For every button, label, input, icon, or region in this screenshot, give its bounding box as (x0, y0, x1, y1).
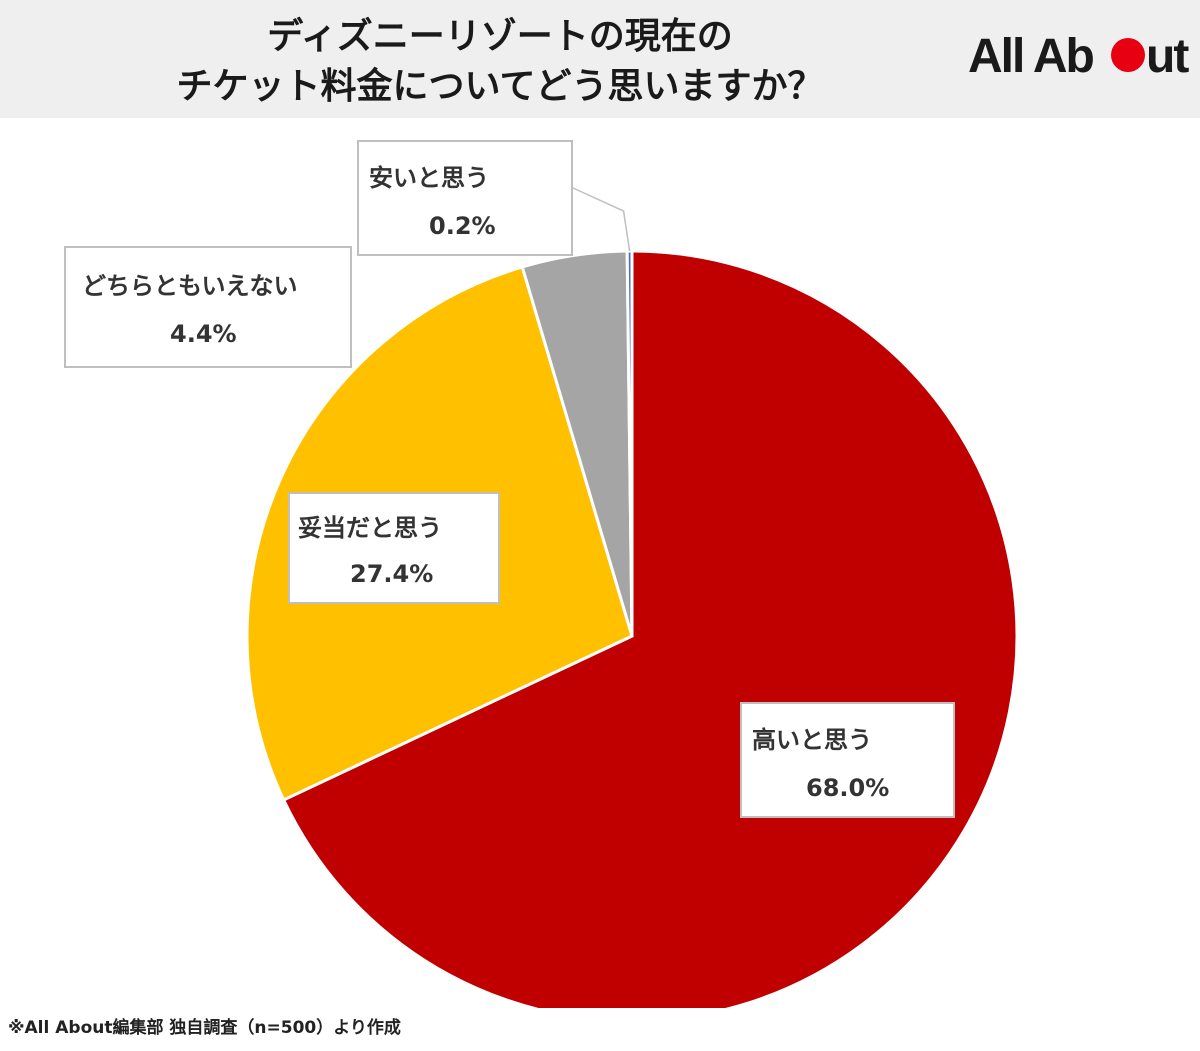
slice-label-cheap: 安いと思う (369, 164, 489, 192)
logo-text-left: All Ab (968, 30, 1094, 83)
all-about-logo: All Ab ut (968, 30, 1191, 83)
slice-label-box-high: 高いと思う 68.0% (740, 702, 955, 818)
pie-slice-high (281, 249, 1019, 1023)
pie-chart-area: 高いと思う 68.0% 妥当だと思う 27.4% どちらともいえない 4.4% … (0, 118, 1200, 1023)
chart-title: ディズニーリゾートの現在の チケット料金についてどう思いますか？ (0, 12, 1000, 112)
header-bar: ディズニーリゾートの現在の チケット料金についてどう思いますか？ All Ab … (0, 0, 1200, 118)
slice-label-neutral: どちらともいえない (82, 272, 298, 300)
logo-text-right: ut (1146, 30, 1189, 83)
slice-label-box-neutral: どちらともいえない 4.4% (64, 246, 352, 368)
slice-label-box-reasonable: 妥当だと思う 27.4% (288, 492, 500, 604)
leader-line-cheap (572, 187, 631, 252)
chart-title-line1: ディズニーリゾートの現在の (267, 16, 733, 57)
slice-value-high: 68.0% (806, 774, 890, 802)
slice-label-box-cheap: 安いと思う 0.2% (357, 140, 573, 256)
slice-label-high: 高いと思う (752, 726, 872, 754)
slice-label-reasonable: 妥当だと思う (298, 514, 442, 542)
slice-value-reasonable: 27.4% (350, 560, 434, 588)
slice-value-cheap: 0.2% (429, 212, 496, 240)
logo-dot (1111, 38, 1145, 72)
slice-value-neutral: 4.4% (170, 320, 237, 348)
footnote: ※All About編集部 独自調査（n=500）より作成 (8, 1018, 401, 1038)
chart-title-line2: チケット料金についてどう思いますか？ (176, 66, 824, 107)
